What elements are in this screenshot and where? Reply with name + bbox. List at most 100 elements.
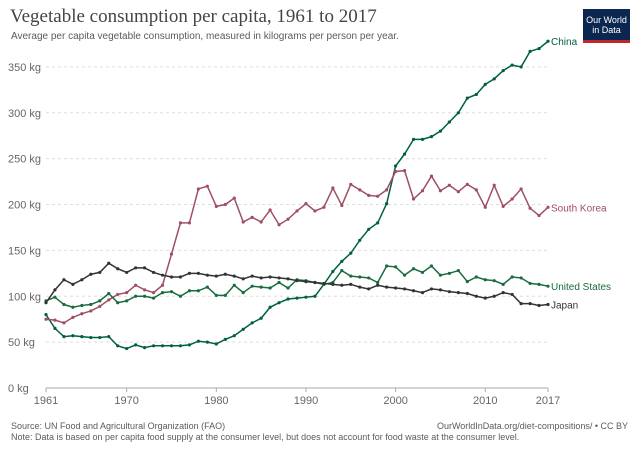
data-point xyxy=(429,287,434,291)
data-point xyxy=(250,274,254,278)
data-point xyxy=(394,164,398,168)
data-point xyxy=(340,268,344,273)
data-point xyxy=(232,334,236,338)
data-point xyxy=(169,290,174,294)
data-point xyxy=(151,290,156,295)
data-point xyxy=(44,313,48,317)
data-point xyxy=(528,206,532,210)
x-tick-label: 2010 xyxy=(473,395,497,407)
data-point xyxy=(62,302,66,307)
data-point xyxy=(214,204,218,208)
owid-logo[interactable]: Our World in Data xyxy=(583,9,630,43)
data-point xyxy=(331,186,335,190)
data-point xyxy=(510,275,514,279)
data-point xyxy=(456,111,460,115)
data-point xyxy=(546,302,550,307)
data-point xyxy=(169,344,174,348)
data-point xyxy=(250,321,254,325)
data-point xyxy=(71,334,75,338)
data-point xyxy=(331,282,335,286)
data-point xyxy=(205,340,209,344)
series-label: China xyxy=(551,37,578,48)
data-point xyxy=(376,194,380,198)
data-point xyxy=(474,294,478,298)
data-point xyxy=(546,284,550,288)
data-point xyxy=(98,270,102,275)
data-point xyxy=(116,292,120,297)
data-point xyxy=(420,290,425,295)
data-point xyxy=(483,296,487,300)
data-point xyxy=(151,270,156,275)
data-point xyxy=(169,275,174,279)
data-point xyxy=(62,321,66,325)
data-point xyxy=(187,289,192,293)
logo-line-2: in Data xyxy=(592,24,621,35)
source-text: Source: UN Food and Agricultural Organiz… xyxy=(11,421,226,431)
data-point xyxy=(223,272,227,276)
data-point xyxy=(160,273,165,277)
data-point xyxy=(80,335,84,339)
data-point xyxy=(107,261,111,265)
data-point xyxy=(241,220,245,224)
data-point xyxy=(178,294,183,298)
data-point xyxy=(134,266,138,270)
data-point xyxy=(349,182,353,186)
data-point xyxy=(295,209,299,213)
data-point xyxy=(277,223,281,227)
data-point xyxy=(474,275,478,279)
data-point xyxy=(53,318,57,322)
data-point xyxy=(376,280,380,285)
data-point xyxy=(187,221,192,225)
data-point xyxy=(438,273,443,277)
x-tick-label: 1990 xyxy=(294,395,318,407)
data-point xyxy=(519,65,523,69)
data-point xyxy=(474,92,478,97)
data-point xyxy=(62,278,66,282)
series-label: South Korea xyxy=(551,203,607,214)
data-point xyxy=(456,268,460,273)
data-point xyxy=(178,275,183,279)
data-point xyxy=(438,288,443,292)
data-point xyxy=(205,184,209,188)
data-point xyxy=(528,49,532,53)
data-point xyxy=(268,305,272,309)
data-point xyxy=(116,344,120,348)
data-point xyxy=(80,312,84,316)
chart-title: Vegetable consumption per capita, 1961 t… xyxy=(10,6,377,27)
data-point xyxy=(528,281,532,286)
data-point xyxy=(546,39,550,43)
data-point xyxy=(367,276,371,280)
data-point xyxy=(134,294,138,298)
data-point xyxy=(71,305,75,309)
data-point xyxy=(411,267,416,271)
data-point xyxy=(429,264,434,268)
data-point xyxy=(268,208,272,212)
data-point xyxy=(438,129,443,133)
chart-subtitle: Average per capita vegetable consumption… xyxy=(11,31,399,42)
source-url[interactable]: OurWorldInData.org/diet-compositions/ • … xyxy=(436,421,628,431)
data-point xyxy=(80,303,84,308)
data-point xyxy=(331,269,335,274)
data-point xyxy=(501,204,505,208)
data-point xyxy=(259,276,263,280)
data-point xyxy=(358,285,362,289)
series-label: Japan xyxy=(551,301,578,312)
data-point xyxy=(528,302,532,306)
data-point xyxy=(277,276,281,280)
data-point xyxy=(295,296,299,300)
data-point xyxy=(492,183,496,187)
data-point xyxy=(411,137,416,142)
data-point xyxy=(519,187,523,191)
data-point xyxy=(125,270,129,275)
data-point xyxy=(340,259,344,264)
data-point xyxy=(385,202,389,206)
data-point xyxy=(411,197,416,201)
data-point xyxy=(358,188,362,192)
data-point xyxy=(125,346,129,351)
data-point xyxy=(367,287,371,291)
data-point xyxy=(411,289,416,293)
data-point xyxy=(134,343,138,347)
data-point xyxy=(447,271,451,275)
data-point xyxy=(223,293,227,297)
